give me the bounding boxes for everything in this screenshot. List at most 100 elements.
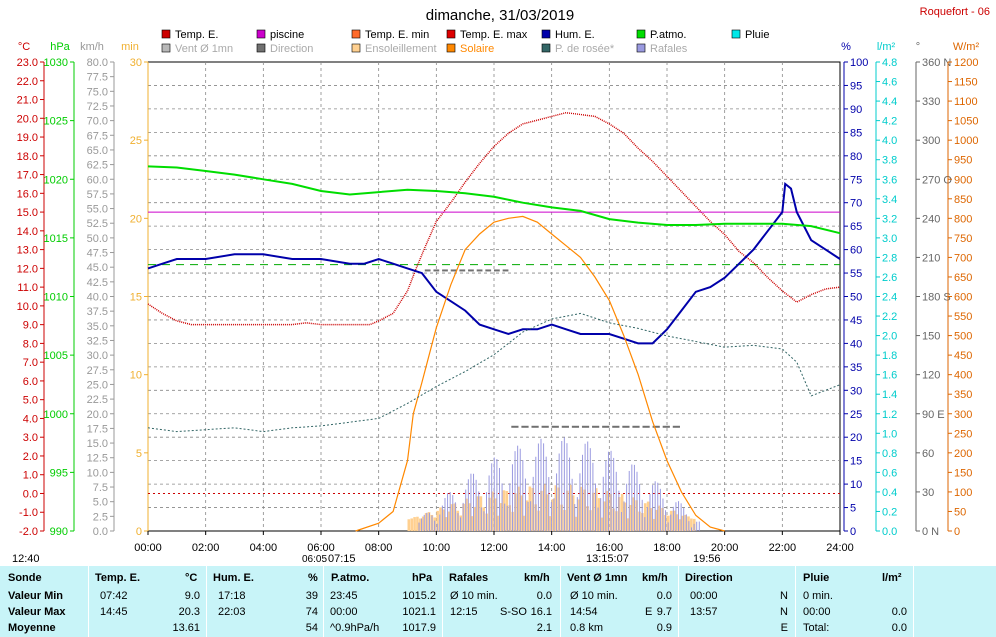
stats-cell-r_val: 0.0 (891, 606, 907, 618)
temp-axis-tick-label: -1.0 (19, 507, 38, 519)
rain-axis-tick-label: 0.2 (882, 506, 897, 518)
temp-axis-tick-label: 5.0 (23, 395, 38, 407)
stats-cell-w_dir: E (645, 606, 653, 618)
wind-axis-tick-label: 7.5 (93, 482, 108, 494)
time-tick-label: 04:00 (250, 542, 278, 554)
wind-axis-tick-label: 25.0 (87, 379, 108, 391)
sunmin-axis-tick-label: 20 (130, 213, 142, 225)
rain-axis-tick-label: 1.0 (882, 428, 897, 440)
stats-cell-h_val: 54 (305, 622, 318, 634)
solar-axis-tick-label: 1200 (954, 57, 978, 69)
press-axis-tick-label: 1015 (44, 233, 68, 245)
wind-axis-tick-label: 57.5 (87, 189, 108, 201)
rain-axis-tick-label: 0.8 (882, 448, 897, 460)
legend-label-9: Ensoleillement (365, 43, 437, 55)
press-axis-tick-label: 1010 (44, 292, 68, 304)
stats-cell-t_val: 13.61 (172, 622, 200, 634)
sunshine-bar (543, 484, 546, 531)
sunshine-bar (519, 495, 523, 531)
series-line-hum-e- (147, 181, 841, 345)
solar-axis-tick-label: 800 (954, 213, 972, 225)
solar-axis-tick-label: 1000 (954, 135, 978, 147)
stats-header-gust: Rafales (449, 572, 489, 584)
rain-axis-tick-label: 2.8 (882, 252, 897, 264)
stats-header-press: P.atmo. (331, 572, 370, 584)
temp-axis-tick-label: 22.0 (17, 76, 38, 88)
sunshine-bar (444, 517, 448, 531)
hum-axis-tick-label: 30 (850, 385, 862, 397)
solar-axis-tick-label: 750 (954, 233, 972, 245)
legend-label-3: Temp. E. max (460, 29, 528, 41)
temp-axis-tick-label: 16.0 (17, 188, 38, 200)
solar-axis-tick-label: 850 (954, 194, 972, 206)
dir-axis-tick-label: 360 N (922, 57, 951, 69)
stats-cell-t_val: 9.0 (184, 590, 200, 602)
sunshine-bar (496, 515, 500, 531)
solar-axis-tick-label: 1050 (954, 116, 978, 128)
stats-cell-t_time: 14:45 (100, 606, 128, 618)
stats-cell-p_val: 1017.9 (402, 622, 436, 634)
stats-header-hum: Hum. E. (213, 572, 254, 584)
wind-axis-tick-label: 62.5 (87, 160, 108, 172)
sunshine-bar (465, 498, 468, 531)
press-axis-unit: hPa (50, 41, 70, 53)
stats-cell-w_val: 9.7 (656, 606, 672, 618)
stats-cell-d_time: 13:57 (690, 606, 718, 618)
dir-axis-tick-label: 330 (922, 96, 940, 108)
sun-mark-solar-noon: 13:15:07 (586, 553, 629, 565)
dir-axis-tick-label: 210 (922, 252, 940, 264)
temp-axis-tick-label: 8.0 (23, 338, 38, 350)
temp-axis-tick-label: 0.0 (23, 488, 38, 500)
stats-cell-r_time: 0 min. (803, 590, 833, 602)
dir-axis-tick-label: 60 (922, 448, 934, 460)
sunmin-axis-tick-label: 30 (130, 57, 142, 69)
sunshine-bar (410, 518, 413, 531)
press-axis-tick-label: 1000 (44, 409, 68, 421)
stats-cell-w_val: 0.0 (656, 590, 672, 602)
sunshine-bar (626, 518, 630, 531)
time-tick-label: 16:00 (596, 542, 624, 554)
sunshine-bar (675, 514, 679, 531)
hum-axis-tick-label: 50 (850, 292, 862, 304)
sunshine-bar (548, 516, 552, 531)
legend-swatch (351, 43, 361, 53)
hum-axis-tick-label: 35 (850, 362, 862, 374)
sunshine-bar (419, 518, 422, 531)
legend-label-7: Vent Ø 1mn (175, 43, 233, 55)
stats-cell-label: Valeur Min (8, 590, 64, 602)
legend-label-8: Direction (270, 43, 313, 55)
sunshine-bar (606, 490, 610, 531)
stats-header-temp: Temp. E. (95, 572, 141, 584)
rain-axis-tick-label: 4.2 (882, 116, 897, 128)
sunshine-bar (577, 499, 581, 531)
sunshine-bar (470, 516, 474, 531)
sunshine-bar (525, 500, 529, 531)
sunshine-bar (468, 503, 471, 531)
sunshine-bar (574, 516, 578, 531)
wind-axis-tick-label: 60.0 (87, 174, 108, 186)
wind-axis-tick-label: 15.0 (87, 438, 108, 450)
wind-axis-tick-label: 30.0 (87, 350, 108, 362)
solar-axis-tick-label: 450 (954, 350, 972, 362)
stats-header-wind: Vent Ø 1mn (567, 572, 628, 584)
rain-axis-tick-label: 1.2 (882, 409, 897, 421)
temp-axis-tick-label: 14.0 (17, 226, 38, 238)
wind-axis-tick-label: 2.5 (93, 511, 108, 523)
stats-cell-p_val: 1015.2 (402, 590, 436, 602)
rain-axis-tick-label: 2.2 (882, 311, 897, 323)
sunshine-bar (473, 506, 477, 531)
hum-axis-tick-label: 100 (850, 57, 868, 69)
stats-table: Sonde Temp. E. °C Hum. E. % P.atmo. hPa … (0, 566, 996, 637)
solar-axis-tick-label: 650 (954, 272, 972, 284)
rain-axis-tick-label: 3.4 (882, 194, 897, 206)
stats-header-hum-unit: % (308, 572, 318, 584)
sunshine-bar (646, 501, 650, 531)
sunshine-bar (517, 486, 520, 531)
dir-axis-tick-label: 90 E (922, 409, 945, 421)
sunshine-bar (436, 510, 439, 531)
legend-swatch (636, 29, 646, 39)
rain-axis-tick-label: 0.0 (882, 526, 897, 538)
legend-label-11: P. de rosée* (555, 43, 615, 55)
time-tick-label: 18:00 (653, 542, 681, 554)
press-axis-tick-label: 1005 (44, 350, 68, 362)
